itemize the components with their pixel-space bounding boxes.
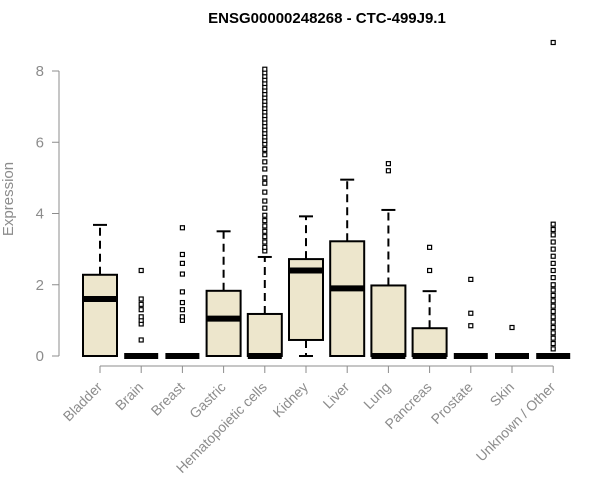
outlier-point xyxy=(550,260,556,266)
box-brain xyxy=(124,267,159,359)
outlier-point xyxy=(179,299,185,306)
outlier-point xyxy=(468,276,474,283)
outlier-point xyxy=(262,212,268,218)
outlier-point xyxy=(262,146,268,152)
iqr-box xyxy=(205,289,242,357)
x-tick-label: Lung xyxy=(360,379,393,412)
outlier-point xyxy=(550,232,556,238)
outlier-point xyxy=(179,271,185,277)
y-tick-label: 2 xyxy=(36,277,44,294)
outlier-point xyxy=(550,340,556,347)
outlier-point xyxy=(550,292,556,299)
outlier-point xyxy=(427,267,433,274)
chart-title: ENSG00000248268 - CTC-499J9.1 xyxy=(208,10,446,27)
outlier-point xyxy=(262,66,268,72)
outlier-point xyxy=(550,319,556,325)
outlier-point xyxy=(550,346,556,352)
outlier-point xyxy=(385,168,391,174)
outlier-point xyxy=(262,228,268,234)
outlier-point xyxy=(550,221,556,227)
x-tick-label: Brain xyxy=(112,379,146,413)
outlier-point xyxy=(550,308,556,315)
x-tick-label: Breast xyxy=(148,379,188,419)
outlier-point xyxy=(468,323,474,329)
iqr-box xyxy=(411,327,448,357)
y-tick-label: 8 xyxy=(36,63,44,80)
outlier-point xyxy=(550,335,556,341)
outlier-point xyxy=(550,330,556,336)
outlier-point xyxy=(179,307,185,313)
iqr-box xyxy=(370,284,407,357)
outlier-point xyxy=(138,307,144,313)
outlier-point xyxy=(550,303,556,309)
outlier-point xyxy=(262,159,268,165)
outlier-point xyxy=(262,175,268,181)
outlier-point xyxy=(550,239,556,245)
box-prostate xyxy=(453,276,488,359)
outlier-point xyxy=(179,260,185,266)
outlier-point xyxy=(262,198,268,204)
outlier-point xyxy=(550,267,556,274)
outlier-point xyxy=(138,301,144,307)
outlier-point xyxy=(262,166,268,172)
y-ticks: 0 2 4 6 8 xyxy=(36,63,59,365)
box-hematopoietic-cells xyxy=(246,66,283,359)
x-tick-label: Kidney xyxy=(270,379,312,421)
outlier-point xyxy=(262,234,268,240)
x-tick-label: Bladder xyxy=(60,379,106,425)
outlier-point xyxy=(550,298,556,304)
y-tick-label: 0 xyxy=(36,348,44,365)
box-unknown-other xyxy=(536,39,571,359)
outlier-point xyxy=(550,246,556,252)
outlier-point xyxy=(138,267,144,274)
y-tick-label: 6 xyxy=(36,134,44,151)
iqr-box xyxy=(82,273,118,357)
x-tick-label: Liver xyxy=(320,379,353,412)
y-tick-label: 4 xyxy=(36,206,44,223)
outlier-point xyxy=(262,152,268,158)
outlier-point xyxy=(550,287,556,293)
iqr-box xyxy=(246,312,283,357)
outlier-point xyxy=(509,324,515,331)
box-breast xyxy=(165,225,200,359)
box-lung xyxy=(370,161,407,359)
box-kidney xyxy=(288,215,324,357)
outlier-point xyxy=(179,314,185,320)
box-bladder xyxy=(82,223,118,357)
boxes xyxy=(82,39,571,359)
x-tick-label: Skin xyxy=(487,379,518,410)
y-axis-label: Expression xyxy=(0,162,17,236)
outlier-point xyxy=(138,296,144,302)
box-gastric xyxy=(205,230,242,357)
outlier-point xyxy=(179,289,185,295)
outlier-point xyxy=(427,244,433,250)
outlier-point xyxy=(138,314,144,320)
outlier-point xyxy=(179,251,185,258)
outlier-point xyxy=(468,310,474,316)
outlier-point xyxy=(550,253,556,259)
outlier-point xyxy=(550,314,556,320)
outlier-point xyxy=(550,282,556,288)
box-liver xyxy=(329,178,366,358)
outlier-point xyxy=(550,226,556,233)
x-tick-label: Prostate xyxy=(428,379,476,427)
outlier-point xyxy=(262,205,268,211)
outlier-point xyxy=(179,225,185,231)
box-pancreas xyxy=(411,244,448,359)
outlier-point xyxy=(262,239,268,245)
outlier-point xyxy=(262,180,268,186)
outlier-point xyxy=(262,223,268,229)
outlier-point xyxy=(550,324,556,331)
iqr-box xyxy=(329,240,366,358)
outlier-point xyxy=(262,218,268,224)
outlier-point xyxy=(262,189,268,195)
outlier-point xyxy=(385,161,391,167)
outlier-point xyxy=(138,337,144,343)
outlier-point xyxy=(262,244,268,250)
outlier-point xyxy=(550,275,556,281)
outlier-point xyxy=(550,39,556,46)
box-skin xyxy=(495,324,529,359)
